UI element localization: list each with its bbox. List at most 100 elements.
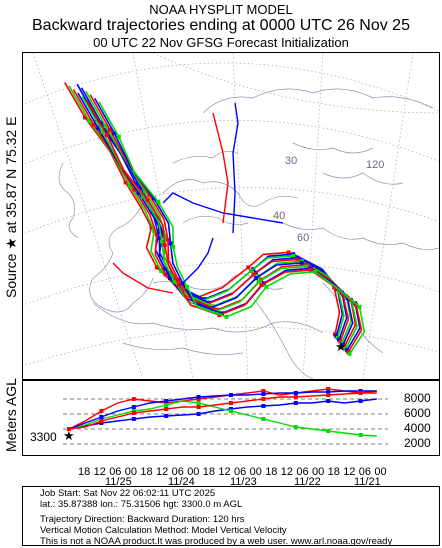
start-height-label: 3300 — [30, 430, 57, 444]
date-tick: 11/22 — [294, 476, 321, 488]
trajectory-marker — [108, 127, 112, 132]
trajectory-marker — [112, 131, 117, 136]
trajectory-marker — [100, 129, 105, 134]
trajectory-marker — [103, 124, 108, 129]
trajectory-marker — [116, 134, 121, 139]
height-profile-marker — [326, 393, 331, 397]
trajectory-marker — [168, 241, 173, 246]
height-profile-marker — [164, 399, 169, 403]
trajectory-branch — [112, 262, 174, 294]
trajectory-marker — [264, 284, 269, 289]
source-star-icon: ★ — [335, 339, 347, 354]
map-panel: 30 40 60 120 ★ — [22, 52, 440, 380]
height-profile-marker — [164, 403, 169, 407]
height-profile-marker — [293, 395, 298, 399]
date-tick: 11/24 — [168, 476, 195, 488]
trajectory-branch — [212, 112, 229, 224]
height-profile-marker — [164, 407, 169, 411]
trajectory-marker — [176, 283, 181, 288]
height-profile-marker — [196, 412, 201, 416]
trajectory-marker — [246, 265, 251, 270]
right-tick-4000: 4000 — [404, 421, 431, 435]
trajectory-marker — [176, 277, 181, 282]
trajectory-marker — [151, 196, 156, 201]
hour-tick: 00 — [374, 466, 387, 478]
height-profile-marker — [131, 417, 136, 421]
height-profile-marker — [99, 415, 104, 419]
grid-label-120: 120 — [366, 159, 384, 171]
hour-tick: 00 — [312, 466, 325, 478]
trajectory-marker — [259, 283, 264, 288]
trajectory-branch — [162, 192, 284, 224]
trajectory-direction: Trajectory Direction: Backward Duration:… — [40, 514, 245, 525]
height-profile-marker — [131, 405, 136, 409]
trajectory-marker — [172, 279, 177, 284]
height-profile-marker — [196, 405, 201, 409]
hour-tick: 18 — [327, 466, 340, 478]
height-profile-marker — [131, 397, 136, 401]
height-profile-marker — [229, 393, 233, 397]
map-svg: 30 40 60 120 ★ — [23, 53, 439, 379]
height-profile-marker — [99, 419, 104, 423]
trajectory-marker — [163, 272, 168, 277]
trajectory-marker — [147, 192, 152, 197]
hour-tick: 06 — [171, 466, 184, 478]
graticule — [23, 53, 439, 379]
height-profile-marker — [261, 397, 266, 401]
trajectory-marker — [286, 250, 291, 255]
grid-label-40: 40 — [273, 210, 285, 222]
height-profile-marker — [261, 389, 266, 393]
trajectory-marker — [132, 187, 137, 192]
info-panel — [22, 486, 440, 546]
trajectory-marker — [96, 126, 101, 130]
trajectory-marker — [313, 269, 318, 274]
trajectory-marker — [168, 276, 172, 280]
trajectory-marker — [160, 230, 165, 235]
trajectory-marker — [136, 191, 141, 195]
grid-label-30: 30 — [285, 155, 297, 167]
height-profile-marker — [358, 399, 363, 403]
hour-tick: 18 — [265, 466, 278, 478]
height-profile-marker — [358, 433, 363, 437]
trajectory-marker — [141, 194, 146, 199]
height-profile-marker — [229, 401, 233, 405]
trajectory-marker — [224, 314, 229, 319]
height-profile-marker — [326, 429, 331, 433]
height-profile-marker — [326, 390, 331, 394]
trajectory-marker — [149, 225, 154, 230]
hour-tick: 12 — [343, 466, 356, 478]
date-tick: 11/25 — [105, 476, 132, 488]
trajectory-marker — [160, 239, 165, 244]
trajectory-marker — [308, 268, 313, 273]
model-title: NOAA HYSPLIT MODEL — [149, 2, 293, 17]
hour-tick: 00 — [124, 466, 138, 478]
trajectory-marker — [154, 232, 159, 237]
right-tick-2000: 2000 — [404, 436, 431, 450]
height-profile-marker — [326, 399, 331, 403]
trajectory-marker — [91, 122, 96, 127]
date-tick: 11/23 — [230, 476, 257, 488]
trajectory-marker — [154, 265, 159, 270]
trajectory-marker — [134, 182, 139, 187]
hour-tick: 06 — [234, 466, 247, 478]
trajectory-branch — [232, 102, 239, 234]
trajectory-marker — [347, 351, 352, 356]
date-tick: 11/21 — [354, 476, 381, 488]
trajectory-marker — [157, 236, 162, 240]
source-coordinates: lat.: 35.87388 lon.: 75.31506 hgt: 3300.… — [40, 499, 243, 510]
trajectory-marker — [94, 117, 99, 122]
hour-tick: 18 — [202, 466, 216, 478]
job-start: Job Start: Sat Nov 22 06:02:11 UTC 2025 — [40, 488, 216, 499]
height-profile-marker — [196, 401, 201, 405]
trajectory-marker — [299, 261, 304, 265]
trajectory-line — [86, 99, 363, 353]
height-profile-marker — [196, 395, 201, 399]
height-profile-marker — [131, 411, 136, 415]
hour-tick: 12 — [93, 466, 106, 478]
trajectory-branch — [182, 237, 214, 284]
trajectory-marker — [185, 284, 189, 289]
hour-tick: 12 — [218, 466, 231, 478]
height-profile-line — [68, 390, 377, 430]
height-profile-marker — [358, 391, 363, 395]
right-tick-6000: 6000 — [404, 406, 431, 420]
